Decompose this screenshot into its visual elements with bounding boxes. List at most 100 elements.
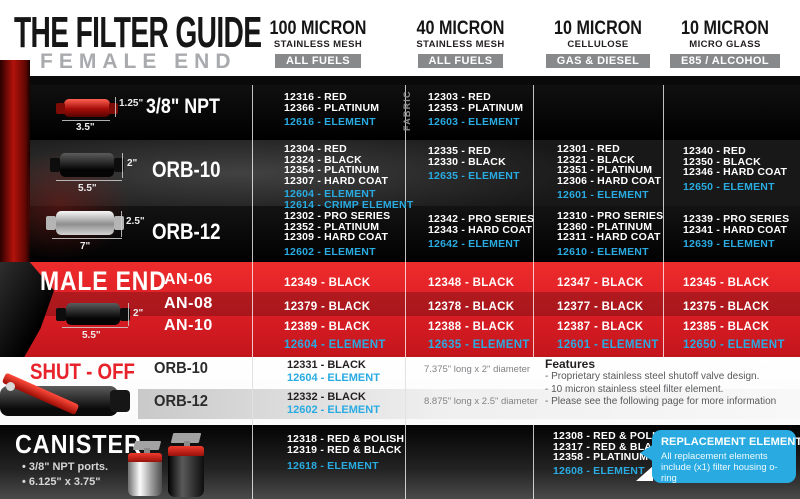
column-header-10-micron-microglass: 10 MICRON MICRO GLASS E85 / ALCOHOL <box>660 18 790 69</box>
part-cell-an06-40micron: 12348 - BLACK <box>428 277 515 289</box>
dimension-line <box>52 238 122 239</box>
column-divider <box>663 262 664 357</box>
filter-cap <box>56 308 66 321</box>
part-cell-38npt-100micron: 12316 - RED 12366 - PLATINUM 12616 - ELE… <box>284 92 379 128</box>
canister-specs: • 3/8" NPT ports. • 6.125" x 3.75" <box>22 461 109 488</box>
part-cell-orb12-40micron: 12342 - PRO SERIES 12343 - HARD COAT 126… <box>428 214 534 250</box>
column-divider <box>405 262 406 357</box>
part-cell-an08-microglass: 12375 - BLACK <box>683 301 770 313</box>
part-cell-an06-cellulose: 12347 - BLACK <box>557 277 644 289</box>
column-divider <box>533 85 534 262</box>
filter-cap <box>120 308 130 321</box>
part-cell-orb10-40micron: 12335 - RED 12330 - BLACK 12635 - ELEMEN… <box>428 146 520 182</box>
column-micron-rating: 40 MICRON <box>416 18 505 39</box>
section-label-female-end: FEMALE END <box>40 50 237 73</box>
column-material: STAINLESS MESH <box>273 39 363 50</box>
part-numbers: 12302 - PRO SERIES 12352 - PLATINUM 1230… <box>284 210 391 244</box>
part-cell-an08-40micron: 12378 - BLACK <box>428 301 515 313</box>
dimension-line <box>121 211 122 237</box>
size-note-orb12: 8.875" long x 2.5" diameter <box>424 396 538 407</box>
filter-cap <box>46 216 56 230</box>
part-cell-38npt-40micron: 12303 - RED 12353 - PLATINUM 12603 - ELE… <box>428 92 523 128</box>
part-cell-an08-100micron: 12379 - BLACK <box>284 301 371 313</box>
row-label-shutoff-orb10: ORB-10 <box>154 360 208 377</box>
element-numbers: 12618 - ELEMENT <box>287 460 379 473</box>
part-cell-an06-microglass: 12345 - BLACK <box>683 277 770 289</box>
dimension-line <box>62 327 128 328</box>
part-cell-orb10-cellulose: 12301 - RED 12321 - BLACK 12351 - PLATIN… <box>557 144 661 201</box>
element-numbers: 12604 - ELEMENT 12614 - CRIMP ELEMENT <box>284 188 414 211</box>
element-cell-male-40micron: 12635 - ELEMENT <box>428 339 530 351</box>
row-label-an10: AN-10 <box>164 317 213 334</box>
column-header-100-micron: 100 MICRON STAINLESS MESH ALL FUELS <box>252 19 384 69</box>
filter-cap <box>114 158 124 172</box>
features-title: Features <box>545 357 596 371</box>
part-cell-orb12-microglass: 12339 - PRO SERIES 12341 - HARD COAT 126… <box>683 214 789 250</box>
part-cell-shutoff-orb10: 12331 - BLACK <box>287 359 366 371</box>
part-cell-an10-40micron: 12388 - BLACK <box>428 321 515 333</box>
filter-photo-black <box>66 303 120 325</box>
element-cell-shutoff-orb12: 12602 - ELEMENT <box>287 404 380 416</box>
row-label-an06: AN-06 <box>164 271 213 288</box>
part-cell-an10-microglass: 12385 - BLACK <box>683 321 770 333</box>
dimension-line <box>128 303 129 326</box>
section-title-male-end: MALE END <box>40 266 167 296</box>
size-note-orb10: 7.375" long x 2" diameter <box>424 364 531 375</box>
element-cell-shutoff-orb10: 12604 - ELEMENT <box>287 372 380 384</box>
column-micron-rating: 10 MICRON <box>681 18 769 39</box>
row-label-orb10: ORB-10 <box>152 157 221 182</box>
filter-photo-red <box>64 99 110 117</box>
dimension-line <box>56 180 122 181</box>
callout-title: REPLACEMENT ELEMENTS <box>661 436 800 448</box>
element-numbers: 12635 - ELEMENT <box>428 170 520 183</box>
part-numbers: 12303 - RED 12353 - PLATINUM <box>428 91 524 114</box>
element-numbers: 12639 - ELEMENT <box>683 238 775 251</box>
product-photo-canister-cap <box>168 446 204 457</box>
column-header-40-micron: 40 MICRON STAINLESS MESH ALL FUELS <box>397 18 524 69</box>
column-divider <box>252 357 253 425</box>
part-cell-an10-cellulose: 12387 - BLACK <box>557 321 644 333</box>
dimension-label-width: 5.5" <box>82 330 101 341</box>
product-photo-canister-cap <box>128 453 162 463</box>
row-label-an08: AN-08 <box>164 295 213 312</box>
product-photo-bottle <box>0 60 30 262</box>
dimension-line <box>62 120 110 121</box>
part-cell-an08-cellulose: 12377 - BLACK <box>557 301 644 313</box>
product-photo-stem <box>184 441 190 450</box>
dimension-label-height: 1.25" <box>119 98 144 109</box>
dimension-label-width: 3.5" <box>76 122 95 133</box>
part-cell-an10-100micron: 12389 - BLACK <box>284 321 371 333</box>
product-photo-stem <box>144 448 150 456</box>
element-numbers: 12642 - ELEMENT <box>428 238 520 251</box>
element-cell-male-cellulose: 12601 - ELEMENT <box>557 339 659 351</box>
filter-cap <box>109 103 118 114</box>
male-end-section-bg <box>0 262 800 357</box>
filter-photo-platinum <box>56 211 114 235</box>
fuel-compatibility-badge: E85 / ALCOHOL <box>670 54 780 68</box>
callout-corner-decoration <box>636 466 653 481</box>
part-numbers: 12342 - PRO SERIES 12343 - HARD COAT <box>428 213 535 236</box>
dimension-label-width: 7" <box>80 241 91 252</box>
features-list: - Proprietary stainless steel shutoff va… <box>545 371 777 407</box>
element-numbers: 12602 - ELEMENT <box>284 245 376 258</box>
column-material: STAINLESS MESH <box>416 39 505 50</box>
dimension-label-height: 2.5" <box>126 216 145 227</box>
part-numbers: 12340 - RED 12350 - BLACK 12346 - HARD C… <box>683 145 788 179</box>
an08-row-stripe <box>0 292 800 316</box>
row-bg-38npt <box>0 85 800 140</box>
part-numbers: 12318 - RED & POLISH 12319 - RED & BLACK <box>287 433 405 456</box>
column-divider <box>663 85 664 262</box>
part-numbers: 12301 - RED 12321 - BLACK 12351 - PLATIN… <box>557 143 662 187</box>
row-bg-orb10 <box>0 140 800 206</box>
column-divider <box>405 85 406 262</box>
part-cell-canister-100micron: 12318 - RED & POLISH 12319 - RED & BLACK… <box>287 434 404 472</box>
dimension-line <box>115 97 116 117</box>
dimension-label-height: 2" <box>133 308 144 319</box>
replacement-elements-callout: REPLACEMENT ELEMENTS All replacement ele… <box>652 430 800 484</box>
part-numbers: 12316 - RED 12366 - PLATINUM <box>284 91 380 114</box>
column-divider <box>533 262 534 357</box>
element-numbers: 12603 - ELEMENT <box>428 116 520 129</box>
part-cell-orb12-cellulose: 12310 - PRO SERIES 12360 - PLATINUM 1231… <box>557 211 663 257</box>
filter-cap <box>50 158 60 172</box>
